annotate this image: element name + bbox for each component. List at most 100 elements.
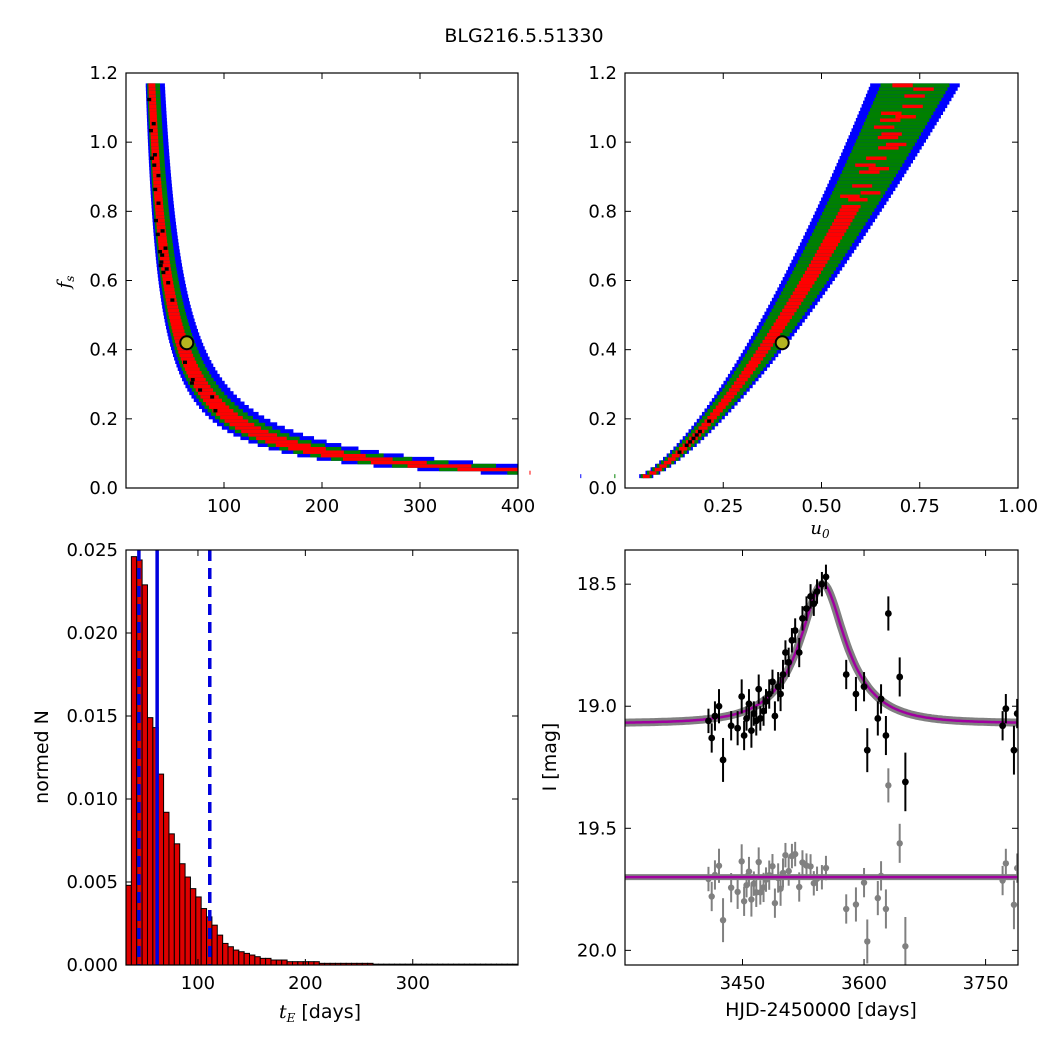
likelihood-middle-cell bbox=[860, 128, 924, 133]
likelihood-inner-cell bbox=[868, 166, 890, 171]
likelihood-inner-cell bbox=[212, 408, 234, 413]
likelihood-inner-cell bbox=[161, 270, 172, 275]
x-axis-label: tE [days] bbox=[279, 1001, 361, 1025]
histogram-bar bbox=[130, 556, 138, 965]
likelihood-inner-cell bbox=[804, 270, 822, 275]
likelihood-inner-cell bbox=[160, 263, 171, 268]
data-point bbox=[901, 778, 909, 786]
histogram-bar bbox=[189, 888, 197, 965]
data-point bbox=[1010, 746, 1018, 754]
likelihood-inner-cell bbox=[155, 207, 164, 212]
data-point bbox=[1002, 705, 1010, 713]
likelihood-inner-cell bbox=[792, 290, 808, 295]
likelihood-inner-cell bbox=[152, 169, 161, 174]
residual-point bbox=[727, 884, 735, 891]
likelihood-inner-cell bbox=[814, 252, 832, 257]
likelihood-inner-cell bbox=[168, 311, 180, 316]
likelihood-inner-cell bbox=[153, 176, 161, 181]
likelihood-inner-cell bbox=[659, 463, 667, 468]
histogram-bar bbox=[184, 876, 191, 965]
likelihood-inner-cell bbox=[150, 138, 159, 143]
histogram-bar bbox=[259, 957, 267, 965]
histogram-bar bbox=[146, 717, 154, 965]
likelihood-core-cell bbox=[148, 128, 153, 133]
data-point bbox=[807, 592, 814, 600]
likelihood-inner-cell bbox=[154, 194, 163, 198]
likelihood-inner-cell bbox=[723, 394, 735, 399]
residual-point bbox=[843, 905, 850, 913]
likelihood-inner-cell bbox=[762, 339, 776, 344]
x-tick-label: 3750 bbox=[963, 973, 1009, 994]
likelihood-inner-cell bbox=[160, 259, 170, 264]
data-point bbox=[705, 717, 712, 725]
likelihood-inner-cell bbox=[157, 235, 167, 240]
likelihood-core-cell bbox=[153, 218, 158, 223]
likelihood-middle-cell bbox=[856, 138, 917, 143]
likelihood-inner-cell bbox=[170, 322, 183, 326]
residual-point bbox=[791, 850, 799, 858]
likelihood-inner-cell bbox=[881, 131, 902, 136]
likelihood-core-cell bbox=[151, 121, 156, 126]
likelihood-middle-cell bbox=[854, 142, 915, 147]
x-axis-label: u0 bbox=[810, 518, 830, 541]
likelihood-middle-cell bbox=[880, 83, 950, 88]
likelihood-inner-cell bbox=[738, 373, 751, 378]
panel-te-histogram: 100 200 3000.0000.0050.0100.0150.0200.025 … bbox=[31, 540, 519, 1025]
likelihood-inner-cell bbox=[191, 380, 208, 385]
likelihood-core-cell bbox=[158, 249, 163, 254]
likelihood-inner-cell bbox=[220, 415, 243, 420]
likelihood-core-cell bbox=[161, 270, 166, 275]
x-tick-label: 100 bbox=[181, 973, 215, 994]
x-tick-label: 200 bbox=[305, 496, 339, 517]
histogram-bar bbox=[281, 959, 288, 965]
histogram-bar bbox=[179, 863, 186, 965]
histogram-bar bbox=[173, 843, 181, 965]
ticks: 100 200 300 400 0.0 0.2 0.4 0.6 0.8 1.0 1.2 bbox=[89, 63, 535, 517]
likelihood-inner-cell bbox=[156, 221, 166, 226]
likelihood-inner-cell bbox=[757, 346, 771, 351]
likelihood-inner-cell bbox=[848, 197, 868, 202]
y-tick-label: 0.015 bbox=[66, 706, 118, 727]
y-tick-label: 0.020 bbox=[66, 623, 118, 644]
likelihood-inner-cell bbox=[818, 245, 836, 250]
likelihood-inner-cell bbox=[860, 190, 881, 195]
likelihood-inner-cell bbox=[866, 156, 887, 160]
likelihood-middle-cell bbox=[851, 149, 911, 154]
best-fit-marker bbox=[179, 335, 195, 351]
likelihood-inner-cell bbox=[156, 218, 165, 223]
likelihood-inner-cell bbox=[158, 239, 168, 243]
likelihood-inner-cell bbox=[810, 259, 828, 264]
likelihood-inner-cell bbox=[798, 280, 815, 285]
likelihood-inner-cell bbox=[151, 149, 159, 154]
likelihood-inner-cell bbox=[701, 422, 711, 427]
y-tick-label: 0.010 bbox=[66, 789, 118, 810]
likelihood-inner-cell bbox=[766, 332, 781, 337]
x-tick-label: 0.25 bbox=[703, 496, 743, 517]
likelihood-inner-cell bbox=[649, 470, 657, 475]
likelihood-inner-cell bbox=[162, 277, 173, 281]
data-point bbox=[719, 756, 727, 764]
likelihood-inner-cell bbox=[159, 256, 170, 261]
likelihood-inner-cell bbox=[265, 439, 298, 444]
likelihood-inner-cell bbox=[248, 432, 278, 437]
data-point bbox=[715, 702, 723, 710]
likelihood-inner-cell bbox=[166, 301, 178, 306]
likelihood-inner-cell bbox=[157, 232, 167, 237]
likelihood-inner-cell bbox=[663, 460, 672, 465]
residual-point bbox=[807, 863, 814, 870]
likelihood-inner-cell bbox=[835, 214, 855, 219]
likelihood-inner-cell bbox=[149, 117, 158, 122]
likelihood-inner-cell bbox=[822, 239, 841, 243]
data-point bbox=[874, 715, 882, 722]
likelihood-middle-cell bbox=[838, 176, 894, 181]
likelihood-inner-cell bbox=[151, 156, 160, 160]
data-point bbox=[818, 580, 826, 588]
likelihood-inner-cell bbox=[149, 100, 157, 105]
data-point bbox=[748, 727, 755, 735]
residual-point bbox=[896, 840, 903, 847]
residual-point bbox=[1010, 901, 1018, 908]
likelihood-inner-cell bbox=[796, 283, 813, 288]
likelihood-core-cell bbox=[166, 280, 171, 285]
data-point bbox=[810, 600, 818, 608]
